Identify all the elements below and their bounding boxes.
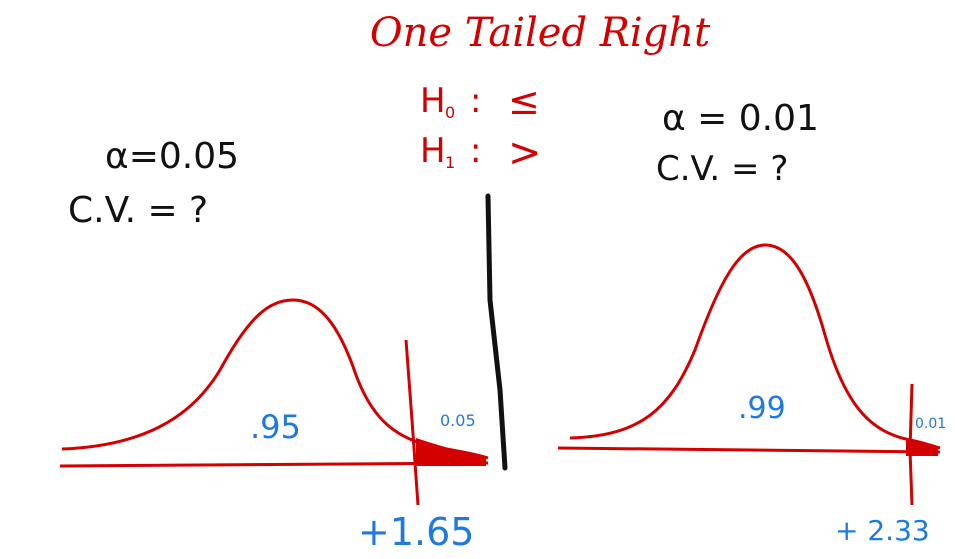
left-critical-value: +1.65 [358,510,474,554]
h0-separator: : [470,81,481,121]
right-tail-area: 0.01 [915,416,946,432]
right-shaded-tail [906,438,938,456]
left-alpha: α=0.05 [105,136,239,177]
right-baseline [557,446,941,454]
left-critical-value-question: C.V. = ? [68,190,208,231]
left-critical-line [404,339,420,506]
right-alpha: α = 0.01 [662,98,819,139]
h1-separator: : [470,131,481,171]
h1-subscript: 1 [445,153,455,172]
alternative-hypothesis: H 1 : > [420,130,542,176]
h0-relation: ≤ [508,79,540,123]
h0-subscript: 0 [445,103,455,122]
left-shaded-tail [416,438,486,466]
right-center-area: .99 [738,391,786,426]
left-center-area: .95 [250,408,301,446]
right-critical-value-question: C.V. = ? [656,149,788,189]
right-critical-line [908,383,914,506]
h0-symbol: H [420,81,446,121]
title: One Tailed Right [370,10,711,56]
right-critical-value: + 2.33 [835,514,930,547]
h1-relation: > [508,130,542,176]
right-bell-curve [569,243,941,450]
left-panel: α=0.05 C.V. = ? .95 0.05 +1.65 [59,136,489,554]
left-tail-area: 0.05 [440,411,476,430]
null-hypothesis: H 0 : ≤ [420,79,540,123]
divider-line [485,193,508,471]
h1-symbol: H [420,131,446,171]
right-panel: α = 0.01 C.V. = ? .99 0.01 + 2.33 [557,98,946,547]
